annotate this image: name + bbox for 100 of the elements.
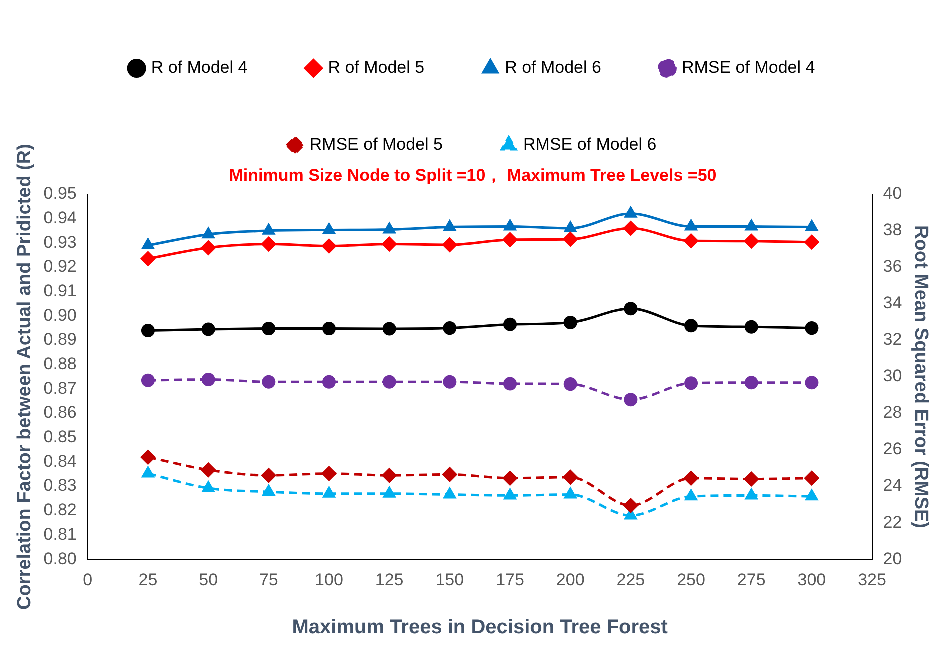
point [504, 220, 516, 231]
y2-tick-label: 34 [883, 294, 902, 313]
point [202, 228, 215, 239]
point [442, 467, 458, 482]
point [746, 220, 758, 231]
point [504, 377, 518, 391]
point [805, 376, 819, 390]
point [202, 372, 216, 386]
y2-tick-label: 32 [883, 330, 902, 350]
legend-label: R of Model 6 [505, 58, 602, 78]
point [384, 487, 396, 498]
x-tick-label: 150 [436, 570, 464, 590]
point [564, 378, 578, 392]
point [744, 376, 758, 390]
point [744, 234, 759, 249]
y-tick-label: 0.87 [44, 378, 77, 398]
point [563, 470, 578, 485]
legend-label: RMSE of Model 4 [682, 58, 816, 78]
y-tick-label: 0.89 [44, 330, 77, 350]
point [444, 488, 456, 499]
point [805, 322, 819, 336]
point [140, 450, 156, 465]
point [684, 319, 698, 333]
point [564, 316, 578, 330]
y-axis-title: Correlation Factor between Actual and Pridicted (R) [14, 144, 36, 610]
point [746, 488, 758, 500]
y-tick-label: 0.85 [44, 428, 77, 447]
point [744, 472, 759, 487]
point [322, 239, 336, 254]
y2-tick-label: 26 [883, 440, 902, 459]
point [804, 235, 820, 250]
y2-tick-label: 28 [883, 403, 902, 422]
point [323, 223, 336, 234]
x-tick-label: 325 [858, 570, 886, 590]
y-tick-label: 0.95 [44, 184, 77, 204]
point [684, 234, 699, 248]
y-tick-label: 0.88 [44, 354, 77, 374]
point [140, 252, 156, 266]
x-axis-title: Maximum Trees in Decision Tree Forest [292, 616, 668, 639]
x-tick-label: 50 [199, 570, 218, 590]
x-tick-label: 300 [798, 570, 826, 590]
y2-tick-label: 24 [883, 476, 902, 496]
y-tick-label: 0.81 [44, 524, 77, 544]
y-tick-label: 0.93 [44, 232, 77, 252]
point [142, 467, 154, 478]
point [804, 471, 820, 486]
legend-label: R of Model 5 [328, 58, 425, 78]
x-tick-label: 25 [138, 570, 158, 590]
x-tick-label: 275 [737, 570, 766, 590]
x-tick-label: 75 [259, 570, 278, 590]
point [262, 485, 275, 496]
point [322, 322, 336, 336]
x-tick-label: 175 [496, 570, 524, 590]
chart-title: Minimum Size Node to Split =10， Maximum Tree Levels =50 [229, 166, 717, 185]
point [262, 224, 275, 235]
y-tick-label: 0.91 [44, 281, 77, 300]
x-tick-label: 200 [556, 570, 585, 590]
point [563, 232, 578, 247]
y2-tick-label: 20 [883, 549, 902, 568]
point [564, 222, 577, 232]
y2-axis-title: Root Mean Squared Error (RMSE) [910, 226, 932, 528]
point [624, 221, 638, 236]
point [624, 302, 638, 316]
point [202, 322, 216, 336]
x-tick-label: 100 [315, 570, 344, 590]
point [382, 468, 397, 483]
point [322, 466, 336, 482]
point [142, 238, 154, 250]
point [443, 322, 457, 336]
point [624, 498, 638, 513]
y-tick-label: 0.83 [44, 476, 77, 496]
point [201, 240, 216, 256]
y2-tick-label: 30 [883, 366, 902, 386]
legend-label: RMSE of Model 5 [310, 135, 444, 154]
point [262, 375, 276, 389]
point [442, 238, 458, 252]
point [262, 468, 276, 483]
point [744, 320, 758, 334]
x-tick-label: 0 [83, 570, 93, 590]
point [141, 374, 155, 388]
y-tick-label: 0.82 [44, 500, 77, 520]
x-tick-label: 225 [616, 570, 646, 590]
y2-tick-label: 22 [883, 512, 902, 532]
legend-label: R of Model 4 [151, 58, 248, 78]
x-tick-label: 125 [375, 570, 404, 590]
point [262, 237, 276, 252]
point [684, 376, 698, 390]
point [685, 220, 698, 231]
x-tick-label: 250 [677, 570, 706, 590]
y-tick-label: 0.84 [44, 452, 77, 471]
point [684, 471, 699, 486]
point [443, 375, 457, 389]
y2-tick-label: 38 [883, 220, 902, 240]
point [384, 222, 396, 234]
point [444, 220, 456, 232]
point [806, 490, 818, 501]
y-tick-label: 0.80 [44, 549, 77, 568]
point [262, 322, 276, 336]
point [382, 237, 397, 252]
y-tick-label: 0.92 [44, 257, 77, 276]
